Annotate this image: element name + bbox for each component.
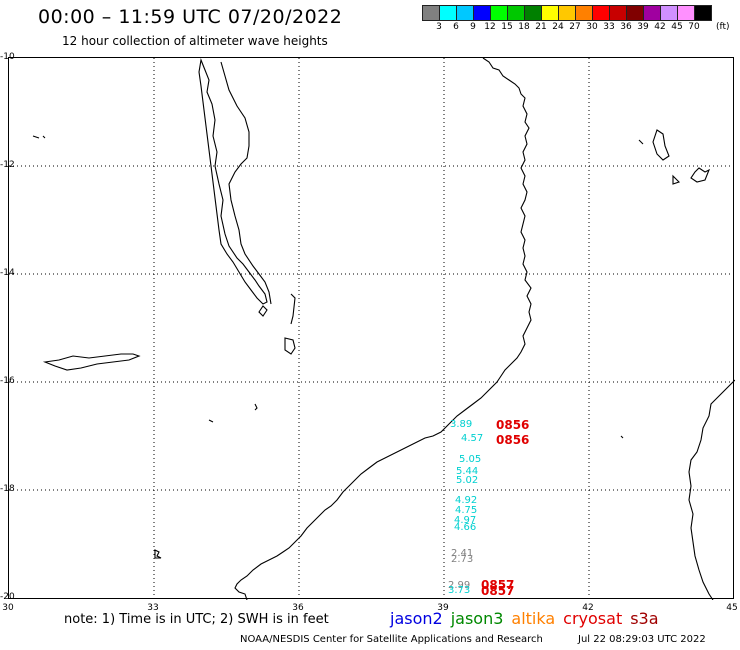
legend-tick-label: 70 — [688, 22, 700, 32]
legend-swatch — [643, 5, 661, 21]
satellite-name: jason2 — [390, 609, 443, 628]
legend-tick-label: 36 — [620, 22, 632, 32]
pass-time-label: 0856 — [496, 433, 530, 447]
lat-label: -12 — [0, 160, 15, 170]
legend-tick-label: 30 — [586, 22, 598, 32]
lon-label: 45 — [726, 603, 738, 613]
wave-height-label: 4.66 — [454, 522, 477, 533]
lon-label: 36 — [292, 603, 304, 613]
lat-label: -10 — [0, 52, 15, 62]
legend-tick-label: 24 — [552, 22, 564, 32]
legend-swatch — [677, 5, 695, 21]
lat-label: -14 — [0, 268, 15, 278]
satellite-name: s3a — [630, 609, 659, 628]
madagascar-coast — [688, 379, 735, 600]
generated-timestamp: Jul 22 08:29:03 UTC 2022 — [578, 634, 706, 645]
satellite-name: altika — [511, 609, 556, 628]
wave-height-label: 5.44 — [456, 466, 479, 477]
wave-height-label: 5.02 — [456, 475, 479, 486]
pass-time-label: 0857 — [481, 578, 515, 592]
wave-height-label: 4.97 — [454, 515, 477, 526]
satellite-name: cryosat — [563, 609, 623, 628]
lake-chilwa-outline — [284, 337, 296, 355]
wave-height-label: 4.92 — [455, 495, 478, 506]
legend-tick-label: 15 — [501, 22, 513, 32]
lon-label: 30 — [2, 603, 14, 613]
footer-note: note: 1) Time is in UTC; 2) SWH is in fe… — [64, 612, 329, 627]
wave-height-label: 4.57 — [461, 433, 484, 444]
map-area: 3.89 4.57 5.05 5.44 5.02 4.92 4.75 4.97 … — [8, 57, 735, 600]
lat-label: -20 — [0, 592, 15, 602]
legend-swatch — [439, 5, 457, 21]
pass-time-label: 0857 — [481, 584, 515, 598]
lon-label: 33 — [147, 603, 159, 613]
coastlines — [32, 58, 735, 600]
cahora-bassa-outline — [42, 353, 141, 371]
map-title: 00:00 – 11:59 UTC 07/20/2022 — [38, 6, 343, 28]
map-canvas — [9, 58, 735, 600]
satellite-name: jason3 — [450, 609, 504, 628]
legend-tick-label: 3 — [436, 22, 442, 32]
legend-swatch — [592, 5, 610, 21]
legend-swatch — [524, 5, 542, 21]
color-scale-legend — [422, 5, 712, 21]
legend-swatch — [626, 5, 644, 21]
legend-tick-label: 9 — [470, 22, 476, 32]
lon-label: 39 — [437, 603, 449, 613]
wave-height-label: 5.05 — [459, 454, 482, 465]
satellite-legend: jason2 jason3 altika cryosat s3a — [390, 609, 667, 628]
legend-unit: (ft) — [716, 22, 730, 32]
legend-tick-label: 6 — [453, 22, 459, 32]
legend-swatch — [660, 5, 678, 21]
legend-swatch — [456, 5, 474, 21]
legend-tick-label: 39 — [637, 22, 649, 32]
pass-time-label: 0856 — [496, 418, 530, 432]
legend-tick-label: 12 — [484, 22, 496, 32]
lake-malawi-outline — [198, 58, 272, 305]
legend-swatch — [490, 5, 508, 21]
legend-swatch — [507, 5, 525, 21]
legend-tick-label: 27 — [569, 22, 581, 32]
legend-tick-label: 21 — [535, 22, 547, 32]
graticule — [9, 58, 735, 600]
lat-label: -16 — [0, 376, 15, 386]
comoros-outline — [652, 129, 670, 161]
legend-swatch — [422, 5, 440, 21]
legend-tick-label: 18 — [518, 22, 530, 32]
legend-swatch — [473, 5, 491, 21]
credit-text: NOAA/NESDIS Center for Satellite Applica… — [240, 634, 543, 645]
lon-label: 42 — [582, 603, 594, 613]
wave-height-label: 4.75 — [455, 505, 478, 516]
wave-height-label: 2.41 — [451, 548, 474, 559]
legend-swatch — [558, 5, 576, 21]
wave-height-label: 3.89 — [450, 419, 473, 430]
legend-tick-label: 33 — [603, 22, 615, 32]
legend-tick-label: 42 — [654, 22, 666, 32]
wave-height-label: 3.73 — [448, 585, 471, 596]
legend-tick-label: 45 — [671, 22, 683, 32]
lat-label: -18 — [0, 484, 15, 494]
wave-height-label: 2.99 — [448, 580, 471, 591]
legend-swatch — [575, 5, 593, 21]
legend-swatch — [609, 5, 627, 21]
mozambique-coast — [234, 58, 532, 600]
legend-swatch — [694, 5, 712, 21]
map-subtitle: 12 hour collection of altimeter wave hei… — [62, 34, 328, 48]
wave-height-label: 2.73 — [451, 554, 474, 565]
legend-swatch — [541, 5, 559, 21]
